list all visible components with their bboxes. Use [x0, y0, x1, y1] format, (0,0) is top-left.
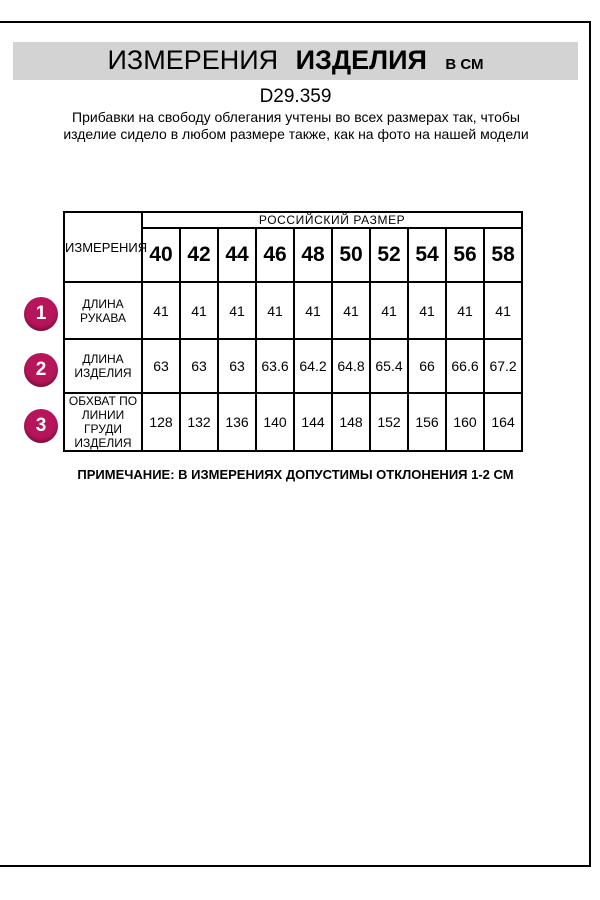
value-cell: 41 [445, 281, 485, 340]
size-header-cell: 40 [141, 227, 181, 283]
table-row: ДЛИНА РУКАВА 41 41 41 41 41 41 41 41 41 … [63, 281, 524, 340]
size-header-cell: 52 [369, 227, 409, 283]
title-units: В СМ [445, 56, 484, 73]
table-row: ИЗМЕРЕНИЯ РОССИЙСКИЙ РАЗМЕР [63, 211, 524, 283]
value-cell: 63 [141, 338, 181, 394]
value-cell: 63 [179, 338, 219, 394]
size-header-cell: 58 [482, 227, 524, 283]
value-cell: 66 [407, 338, 447, 394]
size-header-cell: 46 [255, 227, 295, 283]
value-cell: 136 [217, 392, 257, 452]
row-marker-3: 3 [24, 409, 58, 443]
value-cell: 132 [179, 392, 219, 452]
measurements-header-cell: ИЗМЕРЕНИЯ [63, 211, 147, 283]
value-cell: 41 [179, 281, 219, 340]
fit-description: Прибавки на свободу облегания учтены во … [63, 109, 529, 142]
value-cell: 41 [293, 281, 333, 340]
value-cell: 41 [331, 281, 371, 340]
value-cell: 64.8 [331, 338, 371, 394]
value-cell: 63.6 [255, 338, 295, 394]
value-cell: 65.4 [369, 338, 409, 394]
size-header-cell: 56 [445, 227, 485, 283]
title-product: ИЗДЕЛИЯ [295, 45, 427, 75]
title-measurements: ИЗМЕРЕНИЯ [107, 45, 279, 75]
model-code: D29.359 [259, 86, 332, 107]
value-cell: 41 [407, 281, 447, 340]
table-row: 40 42 44 46 48 50 52 54 56 58 [64, 227, 524, 283]
value-cell: 128 [141, 392, 181, 452]
value-cell: 148 [331, 392, 371, 452]
value-cell: 156 [407, 392, 447, 452]
size-header-cell: 44 [217, 227, 257, 283]
value-cell: 41 [217, 281, 257, 340]
value-cell: 41 [369, 281, 409, 340]
table-row: ДЛИНА ИЗДЕЛИЯ 63 63 63 63.6 64.2 64.8 65… [63, 338, 524, 394]
size-header-cell: 54 [407, 227, 447, 283]
size-header-cell: 42 [179, 227, 219, 283]
value-cell: 160 [445, 392, 485, 452]
size-group-header-cell: РОССИЙСКИЙ РАЗМЕР [140, 211, 524, 229]
row-marker-1: 1 [24, 297, 58, 331]
size-header-cell: 48 [293, 227, 333, 283]
value-cell: 41 [255, 281, 295, 340]
value-cell: 41 [141, 281, 181, 340]
value-cell: 140 [255, 392, 295, 452]
value-cell: 67.2 [482, 338, 524, 394]
value-cell: 152 [369, 392, 409, 452]
row-label-cell: ОБХВАТ ПО ЛИНИИ ГРУДИ ИЗДЕЛИЯ [63, 392, 143, 452]
row-label-cell: ДЛИНА РУКАВА [63, 281, 143, 340]
value-cell: 41 [482, 281, 524, 340]
value-cell: 144 [293, 392, 333, 452]
value-cell: 64.2 [293, 338, 333, 394]
value-cell: 63 [217, 338, 257, 394]
value-cell: 66.6 [445, 338, 485, 394]
tolerance-note: ПРИМЕЧАНИЕ: В ИЗМЕРЕНИЯХ ДОПУСТИМЫ ОТКЛО… [77, 467, 514, 482]
title-bar: ИЗМЕРЕНИЯ ИЗДЕЛИЯ В СМ [13, 42, 578, 80]
table-row: ОБХВАТ ПО ЛИНИИ ГРУДИ ИЗДЕЛИЯ 128 132 13… [63, 392, 524, 452]
value-cell: 164 [482, 392, 524, 452]
size-header-cell: 50 [331, 227, 371, 283]
row-marker-2: 2 [24, 353, 58, 387]
page-frame-border [0, 21, 591, 867]
size-table: ИЗМЕРЕНИЯ РОССИЙСКИЙ РАЗМЕР 40 42 44 46 … [63, 211, 524, 452]
row-label-cell: ДЛИНА ИЗДЕЛИЯ [63, 338, 143, 394]
